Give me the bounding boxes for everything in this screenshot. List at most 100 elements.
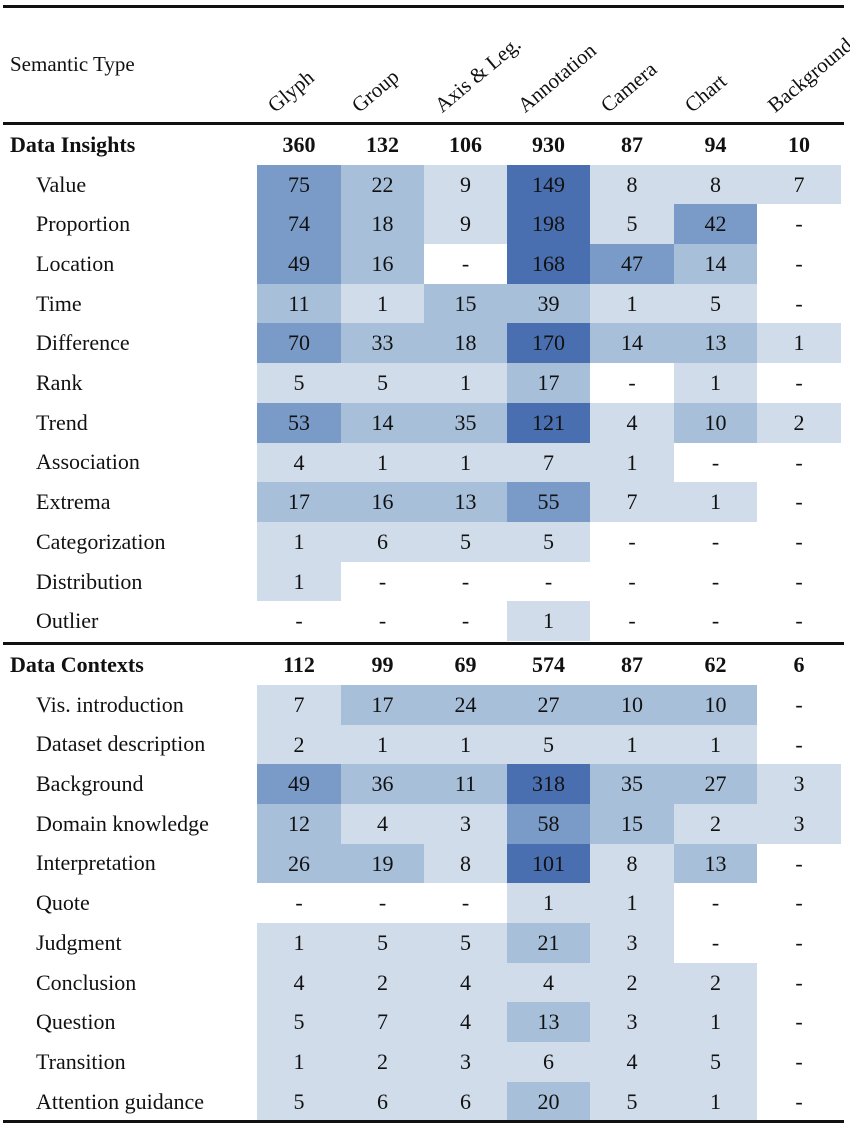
table-cell: 9 — [424, 204, 507, 244]
table-cell: 1 — [341, 725, 424, 764]
table-cell: 8 — [590, 165, 674, 204]
table-cell: - — [795, 568, 803, 594]
table-cell: - — [795, 489, 803, 514]
table-cell: 7 — [341, 1002, 424, 1042]
table-cell: 49 — [257, 244, 341, 284]
table-cell: 12 — [257, 804, 341, 844]
row-label: Interpretation — [36, 850, 156, 876]
table-cell: 22 — [341, 165, 424, 204]
table-cell: 3 — [424, 1042, 507, 1082]
table-cell: - — [795, 211, 803, 236]
table-cell: 6 — [507, 1042, 590, 1082]
section-label: Data Contexts — [10, 651, 144, 677]
row-label: Value — [36, 171, 87, 197]
table-cell: 15 — [590, 804, 674, 844]
table-cell: 1 — [590, 883, 674, 923]
table-cell: 10 — [674, 403, 757, 443]
table-cell: 53 — [257, 403, 341, 443]
table-cell: 1 — [257, 562, 341, 601]
table-cell: - — [628, 568, 636, 594]
table-cell: - — [461, 568, 470, 594]
table-cell: 17 — [341, 685, 424, 725]
table-cell: 9 — [424, 165, 507, 204]
table-cell: - — [461, 890, 470, 915]
table-cell: 6 — [341, 1082, 424, 1122]
table-cell: 6 — [424, 1082, 507, 1122]
table-cell: - — [795, 290, 803, 316]
table-cell: 10 — [590, 685, 674, 725]
column-header: Background — [762, 32, 850, 118]
table-cell: 4 — [424, 1002, 507, 1042]
table-cell: 1 — [424, 363, 507, 403]
row-label: Transition — [36, 1048, 126, 1074]
table-cell: 55 — [507, 482, 590, 522]
table-cell: - — [795, 1089, 803, 1114]
table-cell: 3 — [757, 804, 841, 844]
table-cell: 13 — [674, 844, 757, 883]
table-cell: - — [711, 930, 720, 955]
table-cell: 5 — [341, 923, 424, 963]
table-cell: 11 — [424, 764, 507, 804]
table-cell: 7 — [757, 165, 841, 204]
table-cell: - — [378, 890, 387, 915]
row-label: Quote — [36, 890, 90, 916]
column-header: Axis & Leg. — [429, 31, 526, 118]
table-cell: 20 — [507, 1082, 590, 1122]
table-cell: - — [711, 568, 720, 594]
table-cell: 7 — [507, 443, 590, 482]
section-total-cell: 87 — [621, 651, 643, 677]
table-cell: - — [628, 529, 636, 554]
table-cell: - — [711, 608, 720, 633]
table-cell: - — [795, 850, 803, 876]
table-cell: 168 — [507, 244, 590, 284]
table-cell: 5 — [257, 363, 341, 403]
column-header: Annotation — [512, 38, 601, 118]
table-cell: 58 — [507, 804, 590, 844]
table-cell: 2 — [257, 725, 341, 764]
table-cell: 4 — [257, 963, 341, 1002]
table-cell: 1 — [590, 284, 674, 323]
row-label: Time — [36, 290, 82, 316]
header-rule — [3, 122, 844, 125]
table-cell: - — [795, 731, 803, 757]
table-cell: 1 — [424, 725, 507, 764]
row-label: Trend — [36, 409, 88, 435]
table-cell: 5 — [257, 1082, 341, 1122]
table-cell: - — [628, 370, 636, 395]
row-label: Proportion — [36, 211, 131, 237]
table-cell: - — [711, 449, 720, 475]
table-cell: - — [461, 251, 470, 276]
table-cell: 5 — [590, 1082, 674, 1122]
table-cell: 42 — [674, 204, 757, 244]
row-label: Conclusion — [36, 969, 137, 995]
table-cell: 1 — [674, 1002, 757, 1042]
table-cell: 2 — [341, 963, 424, 1002]
table-cell: - — [378, 568, 387, 594]
row-label: Background — [36, 771, 144, 797]
row-label: Distribution — [36, 568, 143, 594]
table-cell: 1 — [757, 323, 841, 363]
table-cell: - — [461, 608, 470, 633]
table-cell: - — [795, 251, 803, 276]
table-cell: 27 — [674, 764, 757, 804]
table-cell: 10 — [674, 685, 757, 725]
table-cell: 26 — [257, 844, 341, 883]
table-cell: 1 — [674, 363, 757, 403]
table-cell: 14 — [674, 244, 757, 284]
section-total-cell: 930 — [532, 131, 565, 157]
table-cell: 8 — [674, 165, 757, 204]
table-cell: 5 — [674, 1042, 757, 1082]
table-cell: 2 — [757, 403, 841, 443]
table-cell: 5 — [341, 363, 424, 403]
table-cell: 2 — [341, 1042, 424, 1082]
table-cell: 7 — [590, 482, 674, 522]
section-total-cell: 112 — [283, 651, 315, 677]
table-cell: 1 — [507, 601, 590, 641]
section-total-cell: 574 — [532, 651, 565, 677]
table-cell: 1 — [590, 443, 674, 482]
table-cell: - — [795, 449, 803, 475]
table-cell: 1 — [674, 482, 757, 522]
table-cell: 4 — [424, 963, 507, 1002]
table-cell: 74 — [257, 204, 341, 244]
